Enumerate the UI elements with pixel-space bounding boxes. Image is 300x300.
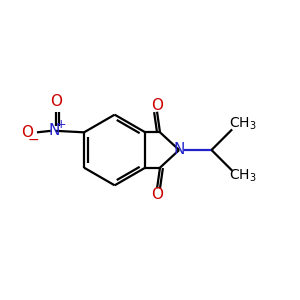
Text: CH$_3$: CH$_3$ [229,168,256,184]
Text: O: O [21,125,33,140]
Text: N: N [49,123,60,138]
Text: O: O [151,98,163,113]
Text: +: + [56,118,67,131]
Text: CH$_3$: CH$_3$ [229,116,256,132]
Text: O: O [151,187,163,202]
Text: O: O [50,94,62,109]
Text: −: − [28,133,39,147]
Text: N: N [173,142,185,158]
